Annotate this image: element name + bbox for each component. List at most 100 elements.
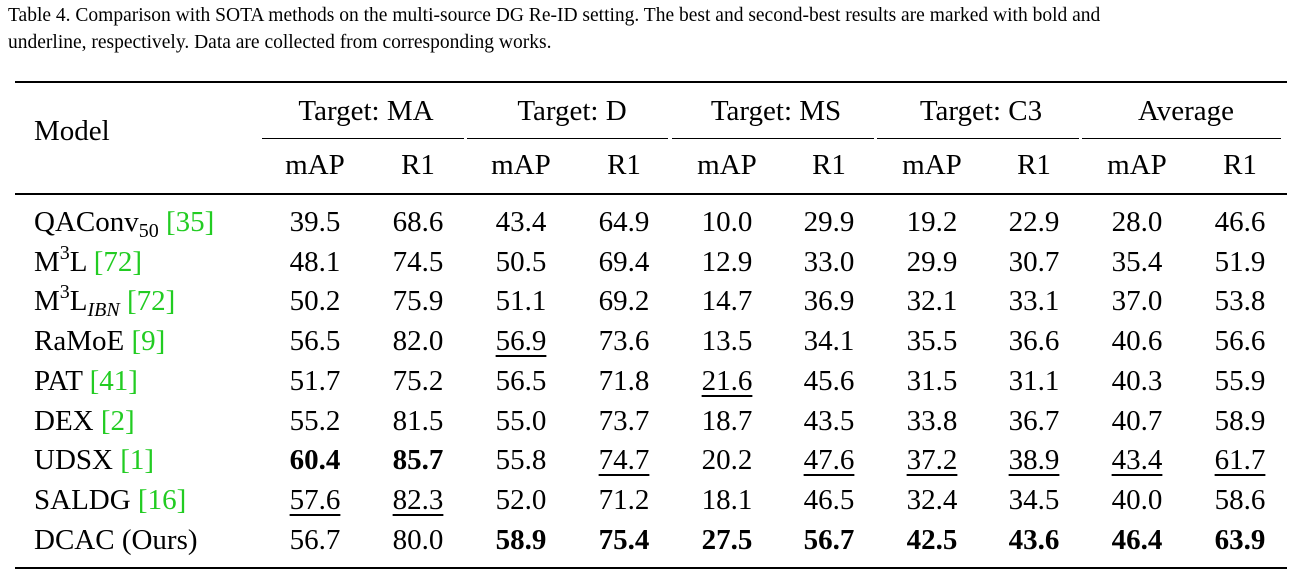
table-cell: 73.6 [598,325,650,358]
table-cell: 68.6 [392,206,444,238]
header-metric: mAP [285,149,345,181]
header-group: Average [1137,95,1235,127]
table-cell: 42.5 [906,523,958,556]
group-rule [467,138,668,139]
header-metric: R1 [1017,149,1051,181]
header-metric: R1 [1223,149,1257,181]
table-cell: 61.7 [1214,444,1266,477]
row-model-name: PAT [41] [34,364,138,398]
table-cell: 81.5 [392,404,444,437]
citation-link[interactable]: [9] [131,325,166,358]
table-cell: 56.6 [1214,325,1266,358]
table-cell: 55.2 [289,404,341,437]
table-cell: 33.1 [1008,285,1060,318]
table-cell: 36.6 [1008,325,1060,358]
header-model: Model [34,115,110,147]
model-subscript: IBN [87,299,120,322]
table-cell: 35.5 [906,325,958,358]
table-caption: Table 4. Comparison with SOTA methods on… [8,2,1294,56]
model-label: DEX [34,404,94,437]
row-model-name: DCAC (Ours) [34,523,198,557]
table-cell: 34.1 [803,325,855,358]
table-cell: 75.2 [392,364,444,397]
table-cell: 37.0 [1111,285,1163,318]
table-cell: 82.3 [392,483,444,516]
header-metric: R1 [607,149,641,181]
table-cell: 32.4 [906,483,958,516]
table-cell: 73.7 [598,404,650,437]
citation-link[interactable]: [35] [165,206,215,238]
table-cell: 45.6 [803,364,855,397]
table-cell: 80.0 [392,523,444,556]
row-model-name: QAConv50 [35] [34,205,215,241]
table-cell: 58.9 [1214,404,1266,437]
citation-link[interactable]: [2] [100,404,135,437]
citation-link[interactable]: [72] [93,245,143,278]
table-cell: 12.9 [701,245,753,278]
table-cell: 60.4 [289,444,341,477]
table-cell: 20.2 [701,444,753,477]
table-cell: 29.9 [803,206,855,238]
table-cell: 57.6 [289,483,341,516]
group-rule [262,138,464,139]
row-model-name: DEX [2] [34,404,135,438]
table-cell: 36.9 [803,285,855,318]
header-group: Target: D [517,95,627,127]
table-cell: 53.8 [1214,285,1266,318]
table-cell: 55.8 [495,444,547,477]
citation-link[interactable]: [1] [120,444,155,477]
header-group: Target: MA [298,95,434,127]
table-cell: 34.5 [1008,483,1060,516]
row-model-name: RaMoE [9] [34,324,165,358]
table-cell: 69.4 [598,245,650,278]
table-cell: 58.9 [495,523,547,556]
model-label: SALDG [34,483,131,516]
header-metric: mAP [1107,149,1167,181]
group-rule [1082,138,1281,139]
table-cell: 43.6 [1008,523,1060,556]
table-cell: 55.0 [495,404,547,437]
table-cell: 52.0 [495,483,547,516]
table-cell: 56.5 [289,325,341,358]
table-cell: 21.6 [701,364,753,397]
table-cell: 33.0 [803,245,855,278]
table-cell: 64.9 [598,206,650,238]
model-suffix: L [69,245,87,278]
group-rule [672,138,874,139]
table-cell: 46.6 [1214,206,1266,238]
table-cell: 40.0 [1111,483,1163,516]
table-cell: 30.7 [1008,245,1060,278]
table-cell: 33.8 [906,404,958,437]
table-cell: 22.9 [1008,206,1060,238]
table-cell: 74.5 [392,245,444,278]
table-cell: 63.9 [1214,523,1266,556]
citation-link[interactable]: [72] [126,285,176,318]
table-cell: 31.1 [1008,364,1060,397]
table-cell: 39.5 [289,206,341,238]
table-cell: 32.1 [906,285,958,318]
citation-link[interactable]: [16] [137,483,187,516]
table-cell: 50.2 [289,285,341,318]
table-cell: 31.5 [906,364,958,397]
table-cell: 18.7 [701,404,753,437]
table-cell: 74.7 [598,444,650,477]
table-cell: 40.7 [1111,404,1163,437]
table-cell: 38.9 [1008,444,1060,477]
citation-link[interactable]: [41] [89,364,138,397]
table-cell: 27.5 [701,523,753,556]
model-suffix: L [69,285,88,318]
table-cell: 71.2 [598,483,650,516]
model-label: DCAC (Ours) [34,523,198,556]
table-cell: 35.4 [1111,245,1163,278]
table-cell: 43.4 [1111,444,1163,477]
group-rule [877,138,1079,139]
table-cell: 46.4 [1111,523,1163,556]
table-cell: 47.6 [803,444,855,477]
header-group: Target: MS [710,95,842,127]
table-cell: 82.0 [392,325,444,358]
row-model-name: UDSX [1] [34,443,154,477]
model-label: M [34,285,60,318]
row-model-name: M3LIBN [72] [34,282,176,322]
table-cell: 55.9 [1214,364,1266,397]
table-cell: 56.7 [289,523,341,556]
